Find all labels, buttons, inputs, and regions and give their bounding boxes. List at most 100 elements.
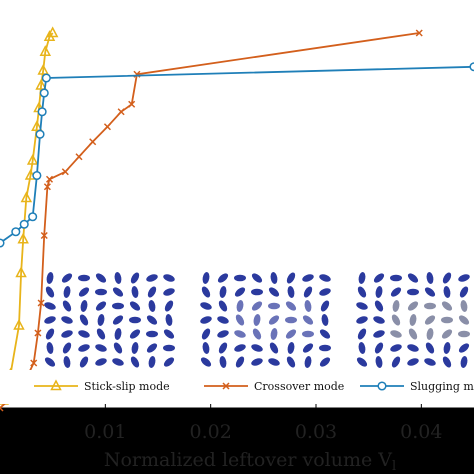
data-point bbox=[46, 26, 59, 38]
data-point bbox=[30, 359, 38, 367]
legend: Stick-slip mode Crossover mode Slugging mo bbox=[0, 370, 474, 404]
data-point bbox=[28, 212, 38, 222]
particle bbox=[148, 356, 156, 368]
particle bbox=[407, 358, 419, 366]
particle bbox=[285, 316, 297, 324]
particle bbox=[407, 301, 419, 311]
x-tick-label: 0.03 bbox=[295, 421, 337, 443]
particle bbox=[373, 316, 385, 324]
particle bbox=[112, 287, 124, 297]
particle bbox=[442, 356, 452, 368]
legend-item: Slugging mo bbox=[360, 380, 474, 393]
data-point bbox=[39, 45, 52, 56]
particle bbox=[268, 315, 280, 325]
data-point bbox=[17, 232, 29, 244]
series-line bbox=[0, 32, 420, 409]
inset-panel bbox=[200, 272, 331, 368]
particle bbox=[63, 286, 71, 298]
particle bbox=[234, 330, 246, 338]
bottom-margin bbox=[0, 408, 474, 474]
particle bbox=[374, 342, 384, 354]
particle bbox=[78, 287, 90, 297]
x-axis-label: Normalized leftover volume Vl bbox=[104, 449, 396, 474]
inset-panel bbox=[44, 272, 175, 368]
particle bbox=[95, 344, 107, 352]
particle bbox=[97, 314, 105, 326]
particle bbox=[458, 330, 470, 338]
legend-item: Crossover mode bbox=[204, 380, 344, 393]
particle bbox=[321, 314, 329, 326]
data-point bbox=[128, 100, 136, 108]
data-point bbox=[32, 170, 42, 181]
particle bbox=[357, 328, 367, 340]
particle bbox=[202, 342, 210, 354]
particle bbox=[253, 314, 261, 326]
particle bbox=[441, 316, 453, 324]
particle bbox=[270, 272, 278, 284]
particle bbox=[79, 314, 89, 326]
particle bbox=[61, 316, 73, 324]
particle bbox=[164, 300, 174, 312]
particle bbox=[130, 272, 140, 284]
data-point bbox=[415, 29, 423, 37]
particle bbox=[112, 358, 124, 366]
particle bbox=[320, 300, 330, 312]
particle bbox=[129, 329, 141, 339]
particle bbox=[390, 330, 402, 338]
data-point bbox=[75, 153, 83, 161]
particle bbox=[443, 342, 451, 354]
x-tick-label: 0.04 bbox=[400, 421, 442, 443]
particle bbox=[425, 342, 435, 354]
particle bbox=[62, 300, 72, 312]
data-point bbox=[37, 63, 49, 75]
particle bbox=[458, 274, 470, 282]
particle bbox=[202, 272, 210, 284]
particle bbox=[44, 302, 56, 310]
particle bbox=[409, 314, 417, 326]
particle bbox=[147, 286, 157, 298]
particle bbox=[302, 315, 314, 325]
particle bbox=[319, 274, 331, 282]
data-point bbox=[41, 73, 51, 83]
particle bbox=[79, 356, 89, 368]
particle bbox=[391, 356, 401, 368]
particle bbox=[146, 343, 158, 353]
particle bbox=[163, 357, 175, 367]
data-point bbox=[40, 231, 48, 240]
particle bbox=[95, 301, 107, 311]
particle bbox=[129, 316, 141, 324]
particle bbox=[219, 286, 227, 298]
data-point bbox=[89, 138, 97, 146]
data-point bbox=[0, 404, 4, 412]
data-point bbox=[39, 88, 49, 98]
particle bbox=[200, 302, 212, 310]
data-point bbox=[37, 299, 45, 307]
particle bbox=[287, 342, 295, 354]
particle bbox=[113, 342, 123, 354]
particle bbox=[407, 273, 419, 283]
particle bbox=[358, 342, 366, 354]
x-axis-label-text: Normalized leftover volume V bbox=[104, 449, 392, 471]
data-point bbox=[31, 120, 43, 131]
particle bbox=[268, 358, 280, 366]
particle bbox=[45, 286, 55, 298]
particle bbox=[61, 273, 73, 283]
particle bbox=[236, 300, 244, 312]
particle bbox=[390, 287, 402, 297]
particle bbox=[80, 300, 88, 312]
particle bbox=[268, 287, 280, 297]
particle bbox=[285, 301, 297, 311]
particle bbox=[218, 342, 228, 354]
particle bbox=[200, 357, 212, 367]
particle bbox=[302, 274, 314, 282]
particle bbox=[426, 328, 434, 340]
particle bbox=[286, 272, 296, 284]
particle bbox=[460, 356, 468, 368]
particle bbox=[201, 286, 211, 298]
particle bbox=[78, 344, 90, 352]
particle bbox=[163, 274, 175, 282]
legend-label: Crossover mode bbox=[254, 380, 344, 393]
data-point bbox=[20, 191, 33, 203]
particle bbox=[458, 343, 470, 353]
